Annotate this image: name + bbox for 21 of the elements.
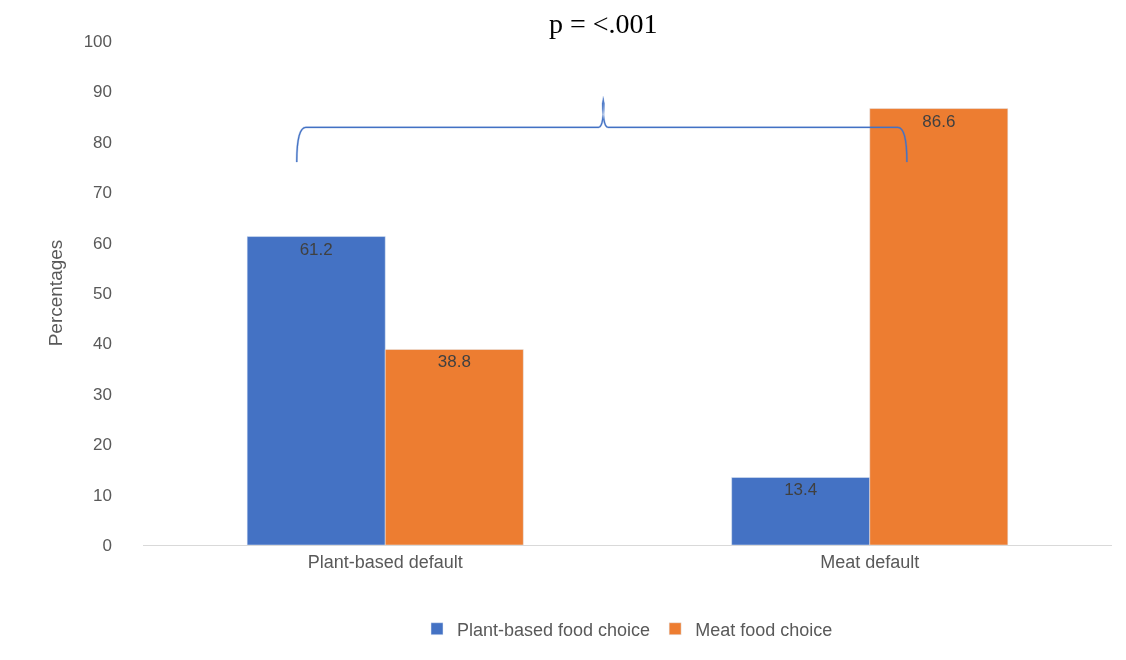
data-label: 13.4: [784, 480, 818, 500]
y-axis-title: Percentages: [45, 239, 67, 347]
data-label: 61.2: [299, 239, 333, 259]
y-tick-label: 70: [93, 183, 112, 203]
y-tick-label: 10: [93, 485, 112, 505]
x-tick-label: Meat default: [820, 551, 920, 572]
data-label: 86.6: [922, 111, 956, 131]
y-tick-label: 20: [93, 435, 112, 455]
y-tick-label: 80: [93, 132, 112, 152]
y-tick-label: 0: [102, 535, 112, 555]
legend-label: Plant-based food choice: [457, 619, 651, 640]
text: p = <.001: [549, 8, 658, 39]
y-tick-label: 50: [93, 283, 112, 303]
y-tick-label: 30: [93, 384, 112, 404]
y-tick-label: 100: [83, 31, 112, 51]
y-tick-label: 40: [93, 334, 112, 354]
x-tick-label: Plant-based default: [307, 551, 463, 572]
y-tick-label: 60: [93, 233, 112, 253]
data-label: 38.8: [437, 352, 471, 372]
y-tick-label: 90: [93, 82, 112, 102]
legend-label: Meat food choice: [695, 619, 833, 640]
